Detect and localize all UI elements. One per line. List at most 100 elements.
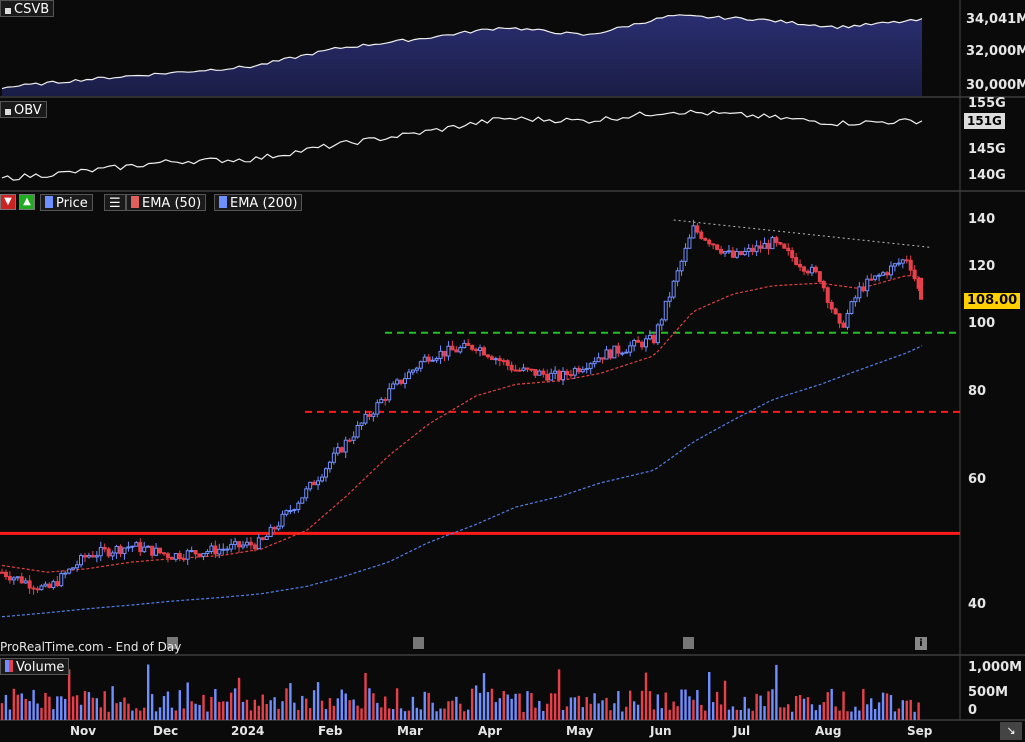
arrow-up-icon[interactable]: ▲ bbox=[19, 194, 35, 210]
candle-body-66 bbox=[261, 538, 264, 540]
volume-bar-9 bbox=[36, 704, 38, 720]
candle-body-77 bbox=[305, 489, 308, 498]
volume-bar-1 bbox=[5, 695, 7, 720]
candle-body-94 bbox=[372, 414, 375, 416]
volume-bar-26 bbox=[104, 691, 106, 720]
volume-bar-39 bbox=[155, 711, 157, 720]
candle-body-121 bbox=[479, 348, 482, 351]
obv-label[interactable]: OBV bbox=[0, 101, 47, 118]
volume-label[interactable]: Volume bbox=[0, 658, 69, 675]
volume-bar-67 bbox=[266, 704, 268, 720]
candle-body-28 bbox=[111, 553, 114, 556]
ema200-legend[interactable]: EMA (200) bbox=[214, 194, 302, 211]
volume-bar-216 bbox=[854, 707, 856, 720]
volume-bar-128 bbox=[507, 695, 509, 720]
volume-bar-127 bbox=[503, 691, 505, 720]
info-icon[interactable]: i bbox=[915, 637, 927, 650]
candle-body-32 bbox=[127, 547, 130, 548]
candle-body-14 bbox=[56, 582, 59, 586]
candle-body-46 bbox=[182, 559, 185, 560]
volume-bar-169 bbox=[669, 710, 671, 720]
volume-bar-78 bbox=[309, 708, 311, 720]
volume-bar-85 bbox=[337, 698, 339, 720]
candle-body-214 bbox=[846, 314, 849, 328]
candle-body-112 bbox=[443, 351, 446, 356]
candle-body-87 bbox=[344, 440, 347, 452]
volume-bar-56 bbox=[222, 701, 224, 720]
candle-body-8 bbox=[32, 588, 35, 589]
volume-bar-166 bbox=[657, 694, 659, 720]
volume-bar-105 bbox=[416, 708, 418, 720]
candle-body-225 bbox=[889, 266, 892, 275]
volume-bar-147 bbox=[582, 707, 584, 720]
volume-bar-133 bbox=[526, 691, 528, 720]
candle-body-57 bbox=[226, 549, 229, 550]
volume-bar-24 bbox=[96, 698, 98, 720]
volume-bar-177 bbox=[700, 705, 702, 720]
volume-axis-0: 0 bbox=[968, 703, 977, 718]
candle-body-174 bbox=[688, 238, 691, 248]
candle-body-138 bbox=[546, 374, 549, 380]
arrow-down-icon[interactable]: ▼ bbox=[0, 194, 16, 210]
candle-body-47 bbox=[186, 551, 189, 559]
volume-bar-44 bbox=[175, 711, 177, 720]
volume-bar-160 bbox=[633, 701, 635, 720]
month-mar: Mar bbox=[397, 724, 423, 738]
candle-body-175 bbox=[692, 226, 695, 238]
candle-body-127 bbox=[502, 361, 505, 362]
ema200-line bbox=[2, 346, 922, 617]
candle-body-36 bbox=[143, 547, 146, 551]
candle-body-134 bbox=[530, 369, 533, 370]
volume-bar-48 bbox=[190, 701, 192, 720]
volume-bar-53 bbox=[210, 697, 212, 720]
candle-body-201 bbox=[795, 258, 798, 265]
candle-body-163 bbox=[645, 339, 648, 347]
ema50-legend[interactable]: EMA (50) bbox=[126, 194, 206, 211]
price-axis-140: 140 bbox=[968, 212, 995, 227]
candle-body-105 bbox=[415, 368, 418, 370]
month-dec: Dec bbox=[153, 724, 178, 738]
candle-body-145 bbox=[573, 368, 576, 375]
csvb-label[interactable]: CSVB bbox=[0, 0, 54, 17]
candle-body-38 bbox=[151, 546, 154, 555]
volume-bar-81 bbox=[321, 701, 323, 720]
csvb-axis-30000: 30,000M bbox=[966, 78, 1025, 93]
price-legend[interactable]: Price bbox=[40, 194, 93, 211]
candle-body-202 bbox=[799, 264, 802, 266]
volume-bar-92 bbox=[364, 673, 366, 720]
volume-bar-179 bbox=[708, 672, 710, 720]
candle-body-58 bbox=[230, 544, 233, 549]
candle-body-199 bbox=[787, 248, 790, 250]
volume-bar-14 bbox=[56, 696, 58, 720]
volume-bar-197 bbox=[779, 707, 781, 720]
volume-bar-213 bbox=[842, 692, 844, 720]
candle-body-76 bbox=[301, 498, 304, 503]
candle-body-99 bbox=[392, 384, 395, 389]
scroll-corner-icon[interactable]: ↘ bbox=[1000, 722, 1022, 740]
candle-body-193 bbox=[763, 243, 766, 248]
volume-bar-64 bbox=[254, 700, 256, 720]
volume-bar-155 bbox=[613, 703, 615, 720]
volume-bar-21 bbox=[84, 691, 86, 720]
volume-bar-214 bbox=[846, 711, 848, 720]
candle-body-215 bbox=[850, 302, 853, 314]
candle-body-10 bbox=[40, 586, 43, 590]
volume-bar-190 bbox=[751, 711, 753, 720]
volume-bar-181 bbox=[716, 692, 718, 720]
csvb-axis-32000: 32,000M bbox=[966, 44, 1025, 59]
list-icon[interactable]: ☰ bbox=[104, 194, 126, 211]
candle-body-183 bbox=[724, 252, 727, 254]
month-feb: Feb bbox=[318, 724, 342, 738]
volume-bar-100 bbox=[396, 688, 398, 720]
candle-body-216 bbox=[854, 298, 857, 302]
volume-bar-121 bbox=[479, 693, 481, 720]
volume-bar-186 bbox=[736, 710, 738, 720]
candle-body-187 bbox=[739, 251, 742, 254]
candle-body-55 bbox=[218, 549, 221, 554]
volume-bar-83 bbox=[329, 698, 331, 720]
volume-bar-6 bbox=[25, 699, 27, 720]
volume-bar-174 bbox=[688, 696, 690, 720]
candle-body-73 bbox=[289, 510, 292, 511]
